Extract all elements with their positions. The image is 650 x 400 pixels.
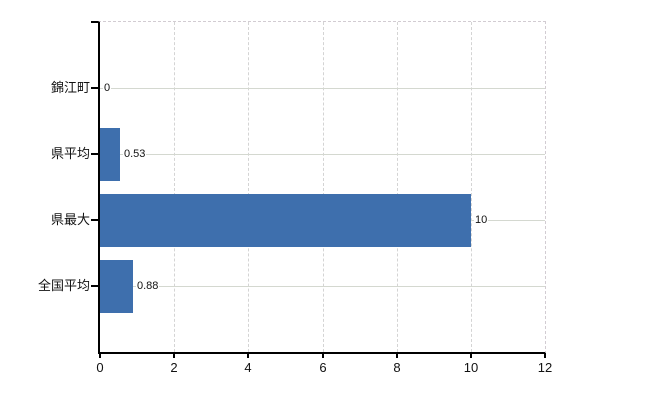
gridline-horizontal bbox=[100, 286, 545, 287]
bar-value-label: 0 bbox=[103, 81, 112, 95]
bar bbox=[100, 128, 120, 181]
x-axis-tick-label: 4 bbox=[244, 360, 252, 375]
gridline-vertical bbox=[323, 22, 324, 352]
x-axis-tick bbox=[322, 353, 324, 358]
y-axis-tick bbox=[91, 87, 98, 89]
y-axis-label: 錦江町 bbox=[50, 80, 90, 95]
y-axis-tick bbox=[91, 153, 98, 155]
bar-value-label: 10 bbox=[474, 213, 489, 227]
gridline-horizontal bbox=[100, 154, 545, 155]
plot-area: 0 0.53 10 0.88 bbox=[98, 21, 546, 354]
x-axis-tick-label: 6 bbox=[319, 360, 327, 375]
bar-value-label: 0.88 bbox=[136, 279, 160, 293]
x-axis-tick bbox=[544, 353, 546, 358]
x-axis-tick-label: 2 bbox=[170, 360, 178, 375]
x-axis-tick bbox=[99, 353, 101, 358]
x-axis-tick-label: 12 bbox=[537, 360, 553, 375]
y-axis-tick bbox=[91, 285, 98, 287]
gridline-vertical bbox=[248, 22, 249, 352]
bar bbox=[100, 194, 471, 247]
bar-value-label: 0.53 bbox=[123, 147, 147, 161]
x-axis-tick bbox=[173, 353, 175, 358]
gridline-horizontal bbox=[100, 88, 545, 89]
x-axis-tick-label: 8 bbox=[393, 360, 401, 375]
y-axis-label: 全国平均 bbox=[37, 278, 90, 293]
y-axis-end-tick bbox=[91, 21, 98, 23]
x-axis-tick-label: 10 bbox=[463, 360, 479, 375]
x-axis-tick bbox=[470, 353, 472, 358]
gridline-vertical bbox=[471, 22, 472, 352]
x-axis-tick bbox=[396, 353, 398, 358]
y-axis-tick bbox=[91, 219, 98, 221]
bar bbox=[100, 260, 133, 313]
x-axis-tick-label: 0 bbox=[96, 360, 104, 375]
y-axis-label: 県最大 bbox=[50, 212, 90, 227]
gridline-vertical bbox=[397, 22, 398, 352]
gridline-vertical bbox=[174, 22, 175, 352]
y-axis-label: 県平均 bbox=[50, 146, 90, 161]
x-axis-tick bbox=[247, 353, 249, 358]
